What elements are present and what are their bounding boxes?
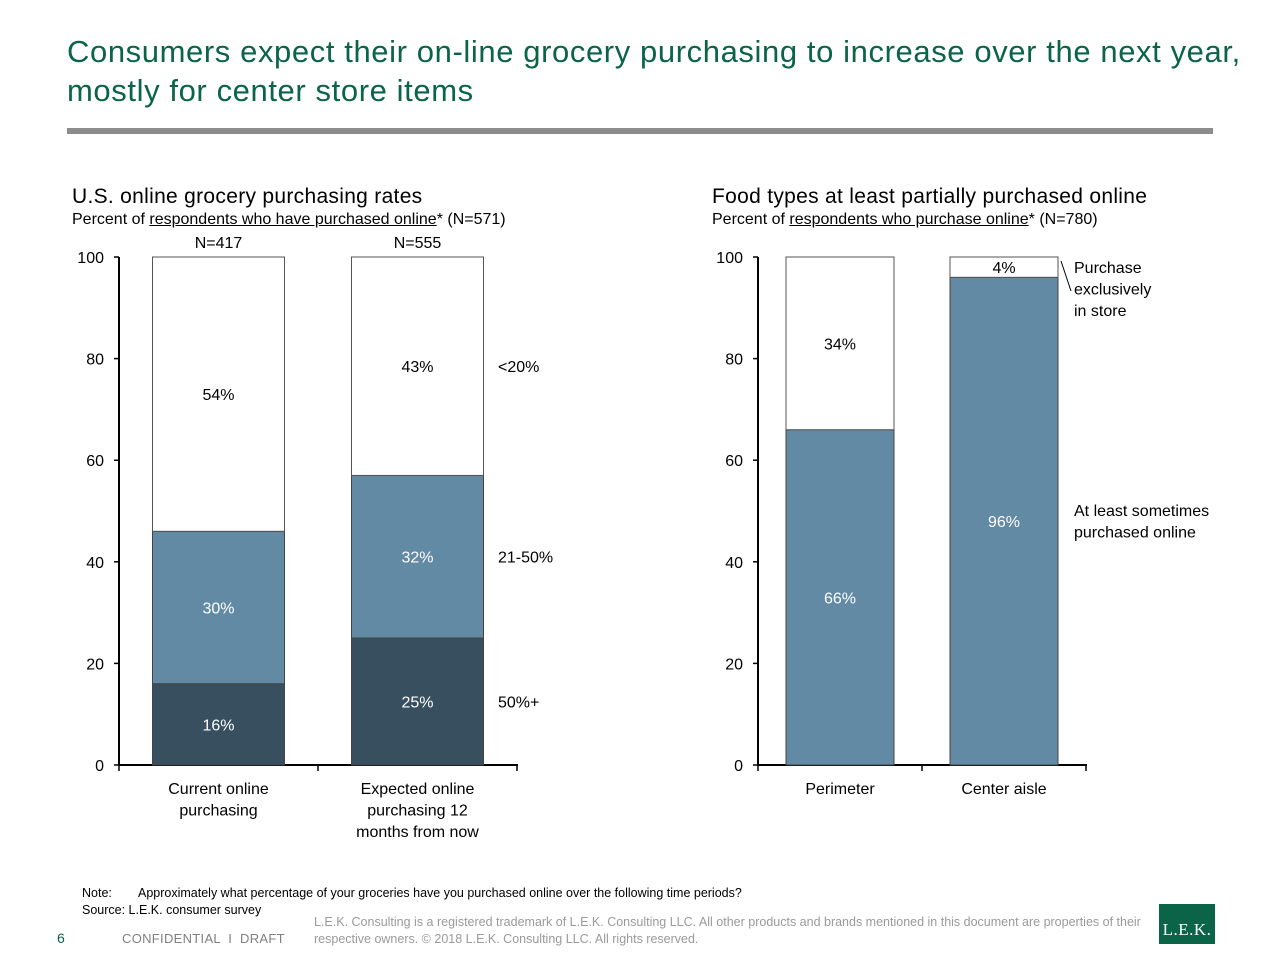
right-y-tick-label: 40 <box>725 555 743 572</box>
left-category-label: Expected online <box>361 781 475 798</box>
source-text: Source: L.E.K. consumer survey <box>82 903 262 917</box>
left-series-label: 50%+ <box>498 695 539 712</box>
legal-text: L.E.K. Consulting is a registered tradem… <box>314 915 1141 946</box>
left-category-label: Current online <box>168 781 269 798</box>
right-y-tick-label: 0 <box>734 758 743 775</box>
right-chart-header: Food types at least partially purchased … <box>712 185 1147 229</box>
left-series-label: 21-50% <box>498 550 553 567</box>
right-series-label: purchased online <box>1074 525 1196 542</box>
note-label: Note: <box>82 886 112 900</box>
left-bar-segment <box>351 637 484 766</box>
left-y-tick-label: 20 <box>86 656 104 673</box>
right-bar-segment <box>949 276 1059 766</box>
left-n-label: N=417 <box>195 235 243 252</box>
right-y-tick-label: 20 <box>725 656 743 673</box>
left-chart-header: U.S. online grocery purchasing rates Per… <box>72 185 506 229</box>
right-y-tick-label: 80 <box>725 352 743 369</box>
right-y-tick-label: 100 <box>716 250 743 267</box>
left-data-label: 16% <box>202 717 234 734</box>
left-data-label: 32% <box>401 550 433 567</box>
left-bar-segment <box>152 683 285 766</box>
slide-title: Consumers expect their on-line grocery p… <box>67 34 1241 108</box>
left-series-label: <20% <box>498 359 539 376</box>
right-series-label: Purchase <box>1074 260 1142 277</box>
left-bar-segment <box>351 474 484 639</box>
lek-logo: L.E.K. <box>1159 904 1215 944</box>
right-bar-segment <box>949 256 1059 278</box>
left-y-tick-label: 60 <box>86 453 104 470</box>
right-chart-subtitle-link: respondents who purchase online <box>789 211 1029 228</box>
left-data-label: 25% <box>401 695 433 712</box>
right-series-label: exclusively <box>1074 282 1151 299</box>
right-category-label: Perimeter <box>805 781 875 798</box>
right-chart-subtitle: Percent of respondents who purchase onli… <box>712 211 1098 228</box>
title-divider <box>67 128 1213 134</box>
right-bar-segment <box>785 429 895 766</box>
page-number: 6 <box>57 930 65 946</box>
left-chart-subtitle-link: respondents who have purchased online <box>149 211 437 228</box>
left-y-tick-label: 0 <box>95 758 104 775</box>
right-data-label: 66% <box>824 590 856 607</box>
right-data-label: 96% <box>988 514 1020 531</box>
left-y-tick-label: 80 <box>86 352 104 369</box>
left-data-label: 43% <box>401 359 433 376</box>
left-data-label: 54% <box>202 387 234 404</box>
right-chart-title: Food types at least partially purchased … <box>712 185 1148 208</box>
left-y-tick-label: 40 <box>86 555 104 572</box>
left-chart-title: U.S. online grocery purchasing rates <box>72 185 423 208</box>
right-bar-segment <box>785 256 895 431</box>
right-data-label: 34% <box>824 336 856 353</box>
right-y-tick-label: 60 <box>725 453 743 470</box>
left-bar-segment <box>152 256 285 532</box>
left-n-label: N=555 <box>394 235 442 252</box>
left-y-tick-label: 100 <box>77 250 104 267</box>
right-series-label: in store <box>1074 303 1127 320</box>
left-data-label: 30% <box>202 601 234 618</box>
right-series-label: At least sometimes <box>1074 503 1209 520</box>
footnote: Note: Approximately what percentage of yo… <box>82 885 742 919</box>
left-bar-segment <box>351 256 484 476</box>
left-category-label: months from now <box>356 824 479 841</box>
left-chart-subtitle: Percent of respondents who have purchase… <box>72 211 506 228</box>
left-category-label: purchasing <box>179 803 257 820</box>
left-category-label: purchasing 12 <box>367 803 468 820</box>
right-data-label: 4% <box>992 260 1015 277</box>
note-text: Approximately what percentage of your gr… <box>138 886 742 900</box>
confidential-label: CONFIDENTIAL I DRAFT <box>122 931 285 946</box>
right-category-label: Center aisle <box>961 781 1046 798</box>
right-leader-line <box>1060 260 1072 292</box>
